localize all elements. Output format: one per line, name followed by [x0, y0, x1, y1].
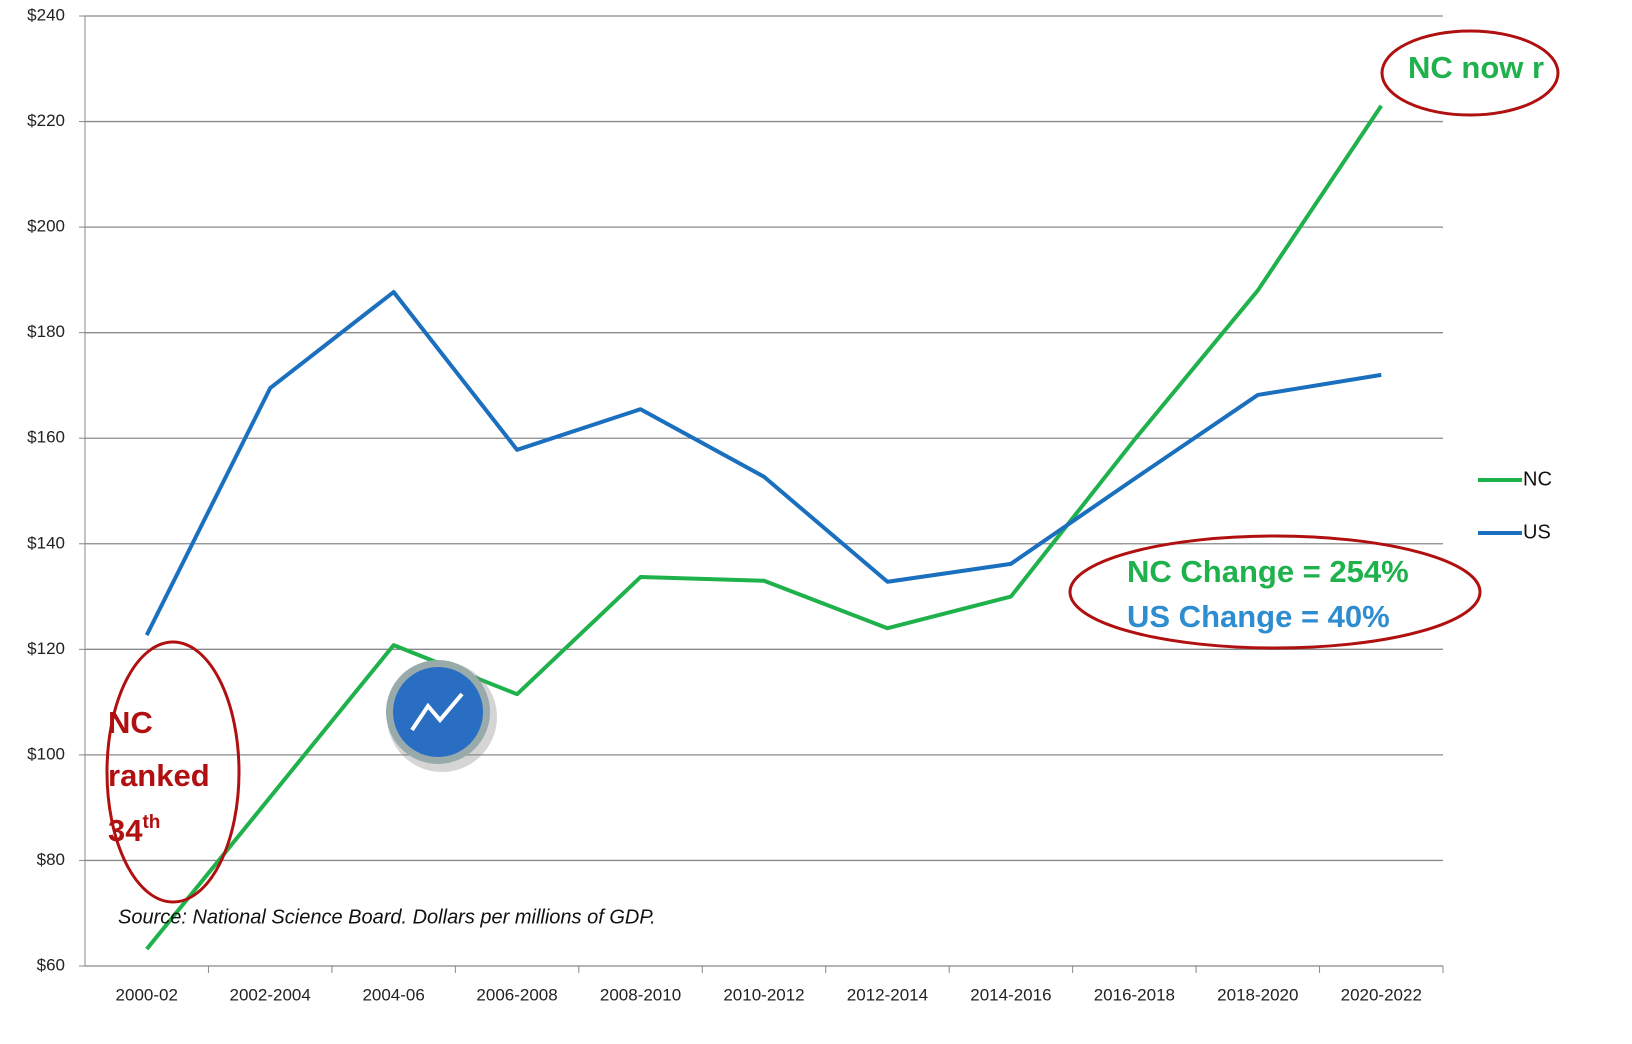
x-tick-label: 2004-06 — [362, 985, 424, 1004]
y-tick-label: $140 — [27, 533, 65, 552]
x-tick-label: 2020-2022 — [1341, 985, 1422, 1004]
data-line — [144, 290, 1382, 636]
y-tick-label: $160 — [27, 428, 65, 447]
annotation: NC now r — [1408, 50, 1544, 85]
x-tick-label: 2010-2012 — [723, 985, 804, 1004]
y-tick-label: $100 — [27, 744, 65, 763]
x-tick-label: 2012-2014 — [847, 985, 928, 1004]
x-tick-label: 2006-2008 — [476, 985, 557, 1004]
y-tick-label: $220 — [27, 111, 65, 130]
annotation-part: 34 — [108, 813, 143, 848]
legend: NC US — [1478, 468, 1552, 543]
annotation-part: th — [142, 812, 160, 833]
x-tick-label: 2014-2016 — [970, 985, 1051, 1004]
y-tick-label: $60 — [37, 955, 65, 974]
x-tick-label: 2008-2010 — [600, 985, 681, 1004]
annotation: NC — [108, 705, 153, 740]
highlight-ellipse — [1068, 534, 1482, 650]
x-tick-label: 2016-2018 — [1094, 985, 1175, 1004]
legend-label: US — [1523, 521, 1551, 543]
data-line — [145, 104, 1383, 951]
x-tick-label: 2000-02 — [116, 985, 178, 1004]
annotation: NC Change = 254% — [1127, 554, 1409, 589]
highlight-ellipse — [105, 640, 241, 904]
grid — [79, 15, 1444, 973]
icon — [386, 660, 497, 772]
source-note: Source: National Science Board. Dollars … — [118, 906, 656, 928]
y-tick-label: $120 — [27, 639, 65, 658]
annotation: US Change = 40% — [1127, 599, 1390, 634]
x-tick-label: 2002-2004 — [230, 985, 311, 1004]
y-tick-label: $80 — [37, 850, 65, 869]
y-tick-label: $200 — [27, 217, 65, 236]
highlight-ellipse — [1380, 29, 1560, 117]
lines — [144, 104, 1383, 951]
legend-label: NC — [1523, 468, 1552, 490]
annotation: 34th — [108, 812, 160, 848]
y-tick-label: $240 — [27, 5, 65, 24]
y-tick-label: $180 — [27, 322, 65, 341]
annotation: ranked — [108, 758, 210, 793]
x-tick-label: 2018-2020 — [1217, 985, 1298, 1004]
